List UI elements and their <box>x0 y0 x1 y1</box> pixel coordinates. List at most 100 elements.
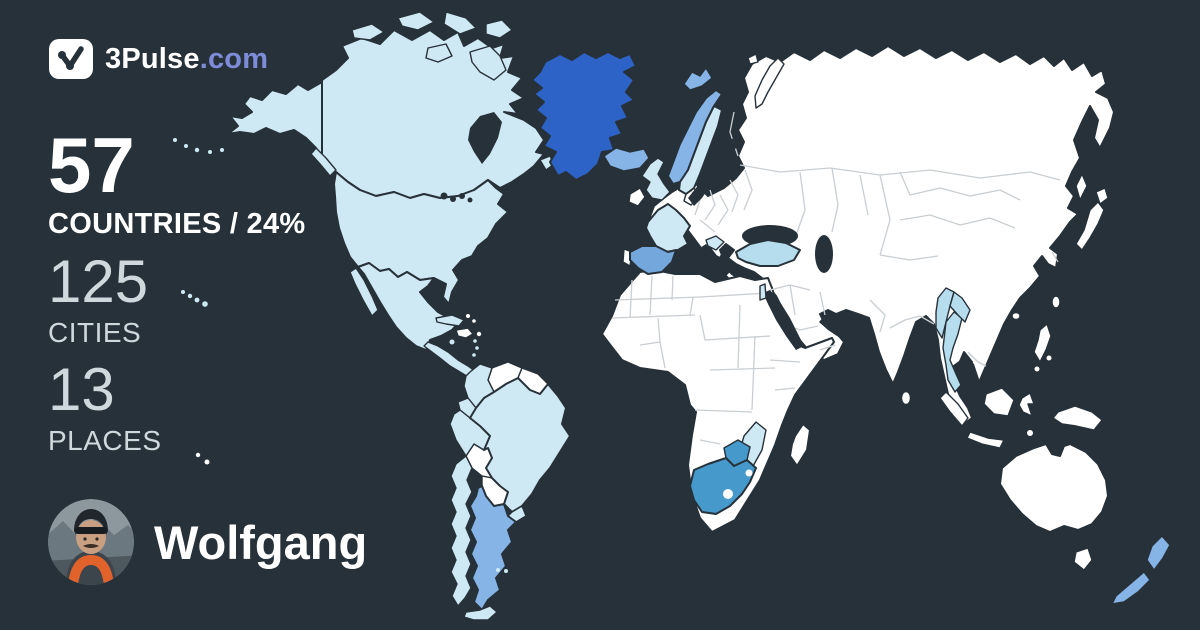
philippine-islet <box>1046 355 1052 361</box>
country-madagascar <box>789 423 811 467</box>
lesser-antilles <box>473 339 477 343</box>
country-zimbabwe <box>723 439 751 467</box>
country-turkey <box>735 239 801 267</box>
country-africa <box>601 269 835 533</box>
country-south-africa <box>689 457 757 515</box>
country-philippines <box>1033 323 1052 363</box>
island-jamaica <box>449 339 455 345</box>
places-label: PLACES <box>48 425 162 456</box>
avatar <box>48 499 134 585</box>
island-sumatra <box>939 391 969 427</box>
countries-count: 57 <box>48 121 135 209</box>
country-israel <box>759 283 767 301</box>
hawaii-islet <box>194 297 200 303</box>
country-laos <box>949 291 971 323</box>
brand-tld-text: .com <box>199 42 269 75</box>
places-count: 13 <box>48 356 115 423</box>
country-argentina <box>469 485 517 611</box>
country-colombia <box>463 363 495 409</box>
country-ecuador <box>457 397 477 419</box>
country-bolivia <box>465 443 493 479</box>
map-unvisited-landmasses <box>195 45 1115 571</box>
map-visited-overlays <box>531 51 1171 605</box>
hawaii-islet <box>202 301 208 307</box>
arctic-island <box>351 23 385 41</box>
island-tasmania <box>1073 547 1093 571</box>
stat-cities: 125 CITIES <box>48 250 148 349</box>
avatar-eye <box>95 537 99 541</box>
country-sweden <box>678 105 723 195</box>
arctic-island <box>443 11 477 35</box>
arctic-island <box>397 11 435 31</box>
country-france <box>645 203 691 253</box>
logo-badge-background <box>49 39 93 79</box>
map-sea-carveouts <box>688 136 980 390</box>
lesser-antilles <box>475 346 479 350</box>
arctic-islands-russia <box>754 57 785 109</box>
country-mozambique <box>741 421 767 469</box>
country-mexico <box>357 262 460 351</box>
avatar-scarf <box>68 555 114 585</box>
country-norway <box>667 89 723 185</box>
hawaii-islet <box>187 293 193 299</box>
philippine-islet <box>1034 366 1040 372</box>
island-sri-lanka <box>900 390 912 406</box>
countries-label: COUNTRIES / 24% <box>48 208 306 240</box>
avatar-illustration <box>48 499 134 585</box>
falkland-islands <box>496 568 500 572</box>
avatar-eye <box>83 537 87 541</box>
island-timor <box>1027 430 1033 436</box>
avatar-beanie <box>74 509 108 535</box>
country-lesotho <box>723 489 733 499</box>
island-borneo <box>983 387 1015 417</box>
alaska-panhandle <box>310 147 337 177</box>
country-peru <box>449 409 491 457</box>
country-chile <box>450 455 473 607</box>
avatar-face <box>76 520 106 554</box>
country-guyanas <box>517 367 549 395</box>
baja-california <box>349 267 379 317</box>
island-hispaniola <box>455 327 474 339</box>
brand-logo[interactable]: 3Pulse.com <box>48 38 268 80</box>
island-taiwan <box>1051 295 1061 309</box>
country-greenland <box>531 51 637 181</box>
island-bahamas <box>466 314 470 318</box>
stat-countries: 57 COUNTRIES / 24% <box>48 126 306 241</box>
country-uruguay <box>507 505 527 523</box>
country-brazil <box>469 377 571 513</box>
island-sulawesi <box>1018 392 1035 417</box>
island-new-guinea <box>1052 405 1103 431</box>
country-thailand <box>942 311 963 393</box>
great-lakes <box>440 192 473 203</box>
country-denmark <box>683 187 700 206</box>
country-cuba <box>435 314 465 327</box>
map-south-america <box>449 363 571 621</box>
island-bahamas <box>472 319 476 323</box>
tierra-del-fuego <box>463 605 498 621</box>
island-puerto-rico <box>476 331 482 337</box>
brand-logo-icon <box>49 39 93 79</box>
country-united-kingdom <box>641 157 671 201</box>
island-baffin <box>469 45 507 81</box>
country-myanmar <box>935 287 955 339</box>
island-java <box>966 431 1005 449</box>
hawaii-islet <box>181 290 185 294</box>
avatar-mustache <box>83 544 99 548</box>
cities-count: 125 <box>48 248 149 315</box>
country-canada <box>321 29 545 199</box>
island-polynesia <box>204 459 210 465</box>
profile: Wolfgang <box>48 499 367 585</box>
central-america <box>423 341 477 379</box>
country-venezuela <box>487 361 523 393</box>
island-sakhalin <box>1075 173 1088 201</box>
country-ireland <box>628 187 646 207</box>
map-country-borders <box>611 111 1061 445</box>
falkland-islands <box>504 569 508 573</box>
profile-name: Wolfgang <box>154 515 368 569</box>
country-japan-hokkaido <box>1095 187 1109 205</box>
country-japan <box>1075 201 1105 251</box>
country-croatia <box>705 235 725 251</box>
arctic-islet <box>747 53 759 65</box>
arctic-island <box>425 43 453 63</box>
